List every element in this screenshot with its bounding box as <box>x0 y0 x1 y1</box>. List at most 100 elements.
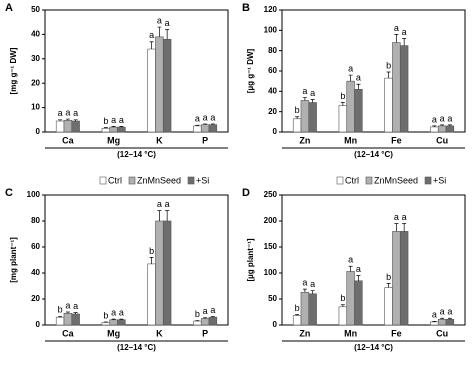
significance-letter: b <box>386 272 391 282</box>
significance-letter: a <box>149 30 154 40</box>
bar <box>346 80 355 133</box>
x-tick-label: Mg <box>107 135 120 145</box>
error-bar <box>157 210 162 221</box>
x-tick-label: Zn <box>299 328 310 338</box>
bar <box>63 312 73 326</box>
error-bar <box>119 318 124 320</box>
plot-frame <box>44 194 229 326</box>
error-bar <box>195 124 200 126</box>
bar <box>101 322 111 326</box>
error-bar <box>203 123 208 125</box>
error-bar <box>394 34 399 43</box>
bar <box>155 220 164 326</box>
bar <box>354 89 363 133</box>
error-bar <box>440 124 445 126</box>
error-bar <box>340 102 345 106</box>
error-bar <box>340 304 345 307</box>
x-tick-label: Mg <box>107 328 120 338</box>
error-bar <box>203 317 208 319</box>
error-bar <box>165 210 170 221</box>
bar <box>338 306 348 326</box>
error-bar <box>58 119 63 122</box>
significance-letter: b <box>340 293 345 303</box>
significance-letter: a <box>157 15 162 25</box>
error-bar <box>210 123 215 125</box>
bar <box>399 231 409 326</box>
significance-letter: a <box>65 300 70 310</box>
error-bar <box>111 126 116 128</box>
significance-letter: a <box>356 264 361 274</box>
significance-letter: a <box>348 255 353 265</box>
significance-letter: b <box>295 105 300 115</box>
error-bar <box>58 315 63 318</box>
significance-letter: b <box>149 246 154 256</box>
significance-letter: a <box>58 108 63 118</box>
y-axis-label: [µg g⁻¹ DW] <box>246 48 255 93</box>
legend-label: Ctrl <box>345 175 359 185</box>
significance-letter: a <box>65 107 70 117</box>
error-bar <box>210 316 215 318</box>
legend-label: Ctrl <box>108 175 122 185</box>
error-bar <box>65 118 70 121</box>
error-bar <box>165 29 170 40</box>
error-bar <box>302 288 307 293</box>
significance-letter: a <box>310 88 315 98</box>
significance-letter: a <box>310 279 315 289</box>
error-bar <box>348 74 353 82</box>
bar <box>445 125 455 133</box>
bar <box>308 293 317 326</box>
bar <box>437 125 447 133</box>
y-tick-label: 40 <box>31 30 40 39</box>
bar <box>71 120 80 133</box>
significance-letter: a <box>203 306 208 316</box>
significance-letter: a <box>165 199 170 209</box>
error-bar <box>356 275 361 281</box>
bar <box>300 291 310 326</box>
error-bar <box>386 71 391 79</box>
y-axis-label: [µg plant⁻¹] <box>246 238 255 281</box>
significance-letter: a <box>203 112 208 122</box>
bar <box>437 318 447 326</box>
error-bar <box>73 312 78 314</box>
bar <box>162 38 172 133</box>
y-tick-label: 200 <box>264 216 278 225</box>
x-tick-label: Cu <box>436 328 448 338</box>
y-tick-label: 20 <box>31 78 40 87</box>
y-tick-label: 60 <box>268 66 277 75</box>
error-bar <box>356 83 361 90</box>
significance-letter: a <box>119 115 124 125</box>
error-bar <box>103 127 108 129</box>
bar <box>55 316 65 326</box>
bar <box>208 316 218 326</box>
plot-frame <box>44 9 229 133</box>
x-tick-label: P <box>202 328 208 338</box>
x-tick-label: Mn <box>344 135 357 145</box>
x-tick-label: K <box>156 135 163 145</box>
x-axis-label: (12–14 °C) <box>354 150 393 159</box>
y-tick-label: 150 <box>264 242 278 251</box>
significance-letter: a <box>210 112 215 122</box>
error-bar <box>149 257 154 264</box>
significance-letter: b <box>295 303 300 313</box>
legend-label: ZnMnSeed <box>374 175 418 185</box>
significance-letter: b <box>103 116 108 126</box>
x-tick-label: Ca <box>62 328 74 338</box>
legend-swatch <box>424 176 432 185</box>
significance-letter: a <box>440 113 445 123</box>
error-bar <box>73 119 78 122</box>
bar <box>300 100 310 133</box>
error-bar <box>111 318 116 320</box>
bar <box>308 102 317 133</box>
y-tick-label: 40 <box>31 268 40 277</box>
legend-label: +Si <box>433 175 446 185</box>
y-tick-label: 10 <box>31 103 40 112</box>
y-tick-label: 100 <box>264 268 278 277</box>
y-tick-label: 0 <box>36 320 41 329</box>
significance-letter: a <box>447 307 452 317</box>
y-tick-label: 0 <box>273 320 278 329</box>
bar <box>200 318 210 326</box>
bar <box>117 319 126 326</box>
significance-letter: a <box>402 27 407 37</box>
x-axis-label: (12–14 °C) <box>354 343 393 352</box>
